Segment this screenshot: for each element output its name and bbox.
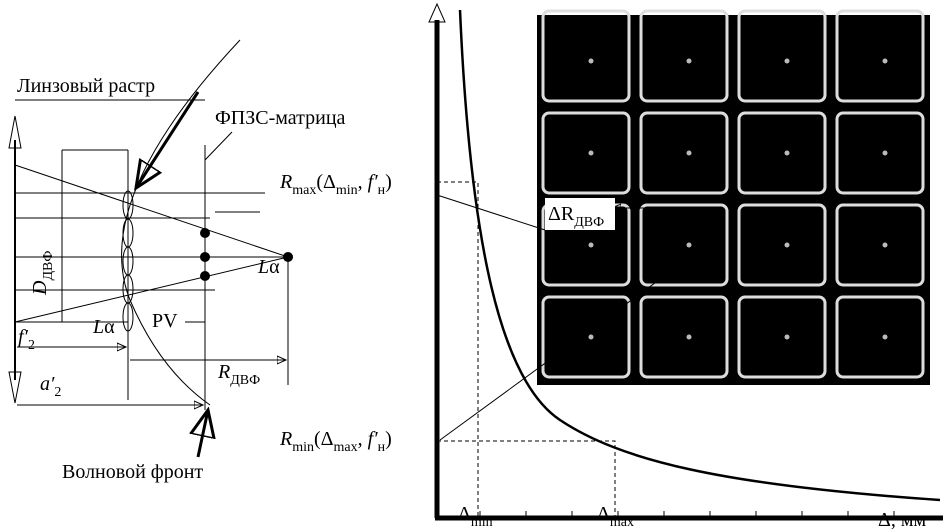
label: a′2 [40,373,61,400]
label-part: (Δ [314,428,334,450]
spot [589,335,594,340]
label-part: ДВФ [230,373,260,388]
label-part: R [217,361,230,383]
label: Lα [257,256,280,278]
label-part: a′ [40,373,55,395]
label-part: D [29,280,51,296]
label-part: min [292,440,314,455]
label-part: , [358,428,368,450]
axis-label: Δ, мм [878,509,927,531]
spot [785,335,790,340]
label: f′2 [18,326,35,353]
label-part: 2 [28,338,35,353]
label-part: max [334,440,358,455]
spot [687,243,692,248]
label: Lα [92,316,115,338]
label-part: R [279,428,292,450]
label-part: min [336,183,358,198]
label-part: 2 [54,385,61,400]
label-part: α [104,316,115,338]
label-part: ΔR [548,203,575,225]
spot [687,335,692,340]
label-part: α [269,256,280,278]
label: RДВФ [217,361,260,388]
spot [883,243,888,248]
label-part: min [471,515,493,530]
spot [883,151,888,156]
label-part: ДВФ [574,215,604,230]
spot [687,59,692,64]
spot [883,335,888,340]
label-part: ) [385,428,392,450]
label-part: L [257,256,269,278]
spot [883,59,888,64]
label: PV [152,310,178,332]
optical-scheme: Линзовый растр ФПЗС-матрица DДВФ Lα Lα P… [9,40,346,483]
label-part: max [292,183,316,198]
label-part: L [92,316,104,338]
plot: Rmax(Δmin, f′н) ΔRДВФ Rmin(Δmax, f′н) Δm… [279,4,943,531]
label-part: max [610,515,634,530]
spot [589,151,594,156]
spot [785,151,790,156]
label: Rmax(Δmin, f′н) [279,171,392,198]
spot [687,151,692,156]
label-part: R [279,171,292,193]
spot [785,243,790,248]
label: Δmax [597,503,634,530]
label: Волновой фронт [62,461,203,483]
label: Δmin [458,503,493,530]
spot [785,59,790,64]
label: ФПЗС-матрица [215,107,346,129]
label-part: (Δ [316,171,336,193]
label-part: ) [385,171,392,193]
label-part: Δ [597,503,610,525]
label-part: , [358,171,368,193]
spot [589,243,594,248]
label-part: Δ [458,503,471,525]
label-part: ДВФ [41,251,56,281]
spot [589,59,594,64]
figure: Линзовый растр ФПЗС-матрица DДВФ Lα Lα P… [0,0,949,532]
label: Линзовый растр [17,75,155,97]
label: Rmin(Δmax, f′н) [279,428,392,455]
